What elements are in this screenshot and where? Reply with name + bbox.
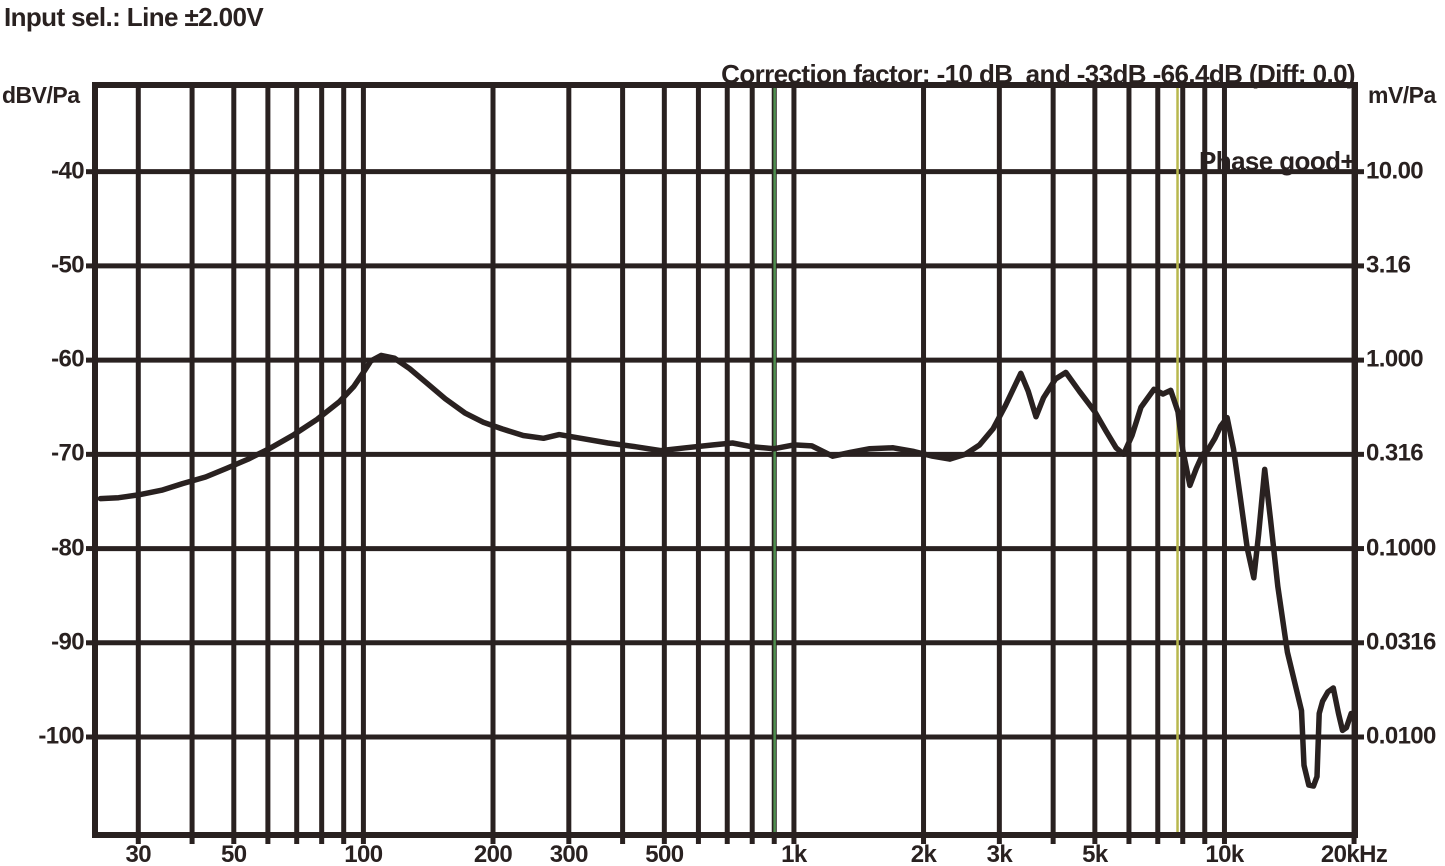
y-tick-label-right: 0.0316 [1366, 628, 1436, 656]
y-tick-label-left: -80 [51, 534, 84, 562]
x-tick-label: 2k [910, 841, 937, 866]
right-axis-unit-label: mV/Pa [1368, 82, 1436, 108]
left-axis-unit-label: dBV/Pa [2, 82, 80, 108]
y-tick-label-left: -40 [51, 157, 84, 185]
y-tick-label-right: 1.000 [1366, 345, 1424, 373]
y-tick-label-left: -100 [38, 722, 84, 750]
y-tick-label-left: -60 [51, 345, 84, 373]
y-tick-label-left: -90 [51, 628, 84, 656]
x-tick-label: 10k [1205, 841, 1244, 866]
y-tick-label-right: 0.1000 [1366, 534, 1436, 562]
y-tick-label-right: 3.16 [1366, 251, 1411, 279]
x-tick-label: 500 [645, 841, 684, 866]
y-tick-label-right: 10.00 [1366, 157, 1424, 185]
input-selection-label: Input sel.: Line ±2.00V [4, 2, 264, 32]
x-tick-label: 1k [781, 841, 807, 866]
y-tick-label-left: -70 [51, 439, 84, 467]
y-tick-label-right: 0.0100 [1366, 722, 1436, 750]
y-tick-label-left: -50 [51, 251, 84, 279]
x-tick-label: 50 [221, 841, 247, 866]
x-tick-label: 5k [1082, 841, 1108, 866]
x-tick-label: 300 [549, 841, 589, 866]
x-tick-label: 100 [344, 841, 383, 866]
response-curve [97, 352, 1354, 789]
x-tick-label: 3k [986, 841, 1013, 866]
x-tick-label: 30 [125, 841, 152, 866]
x-tick-label: 20kHz [1320, 841, 1388, 866]
x-tick-label: 200 [473, 841, 513, 866]
y-tick-label-right: 0.316 [1366, 439, 1424, 467]
